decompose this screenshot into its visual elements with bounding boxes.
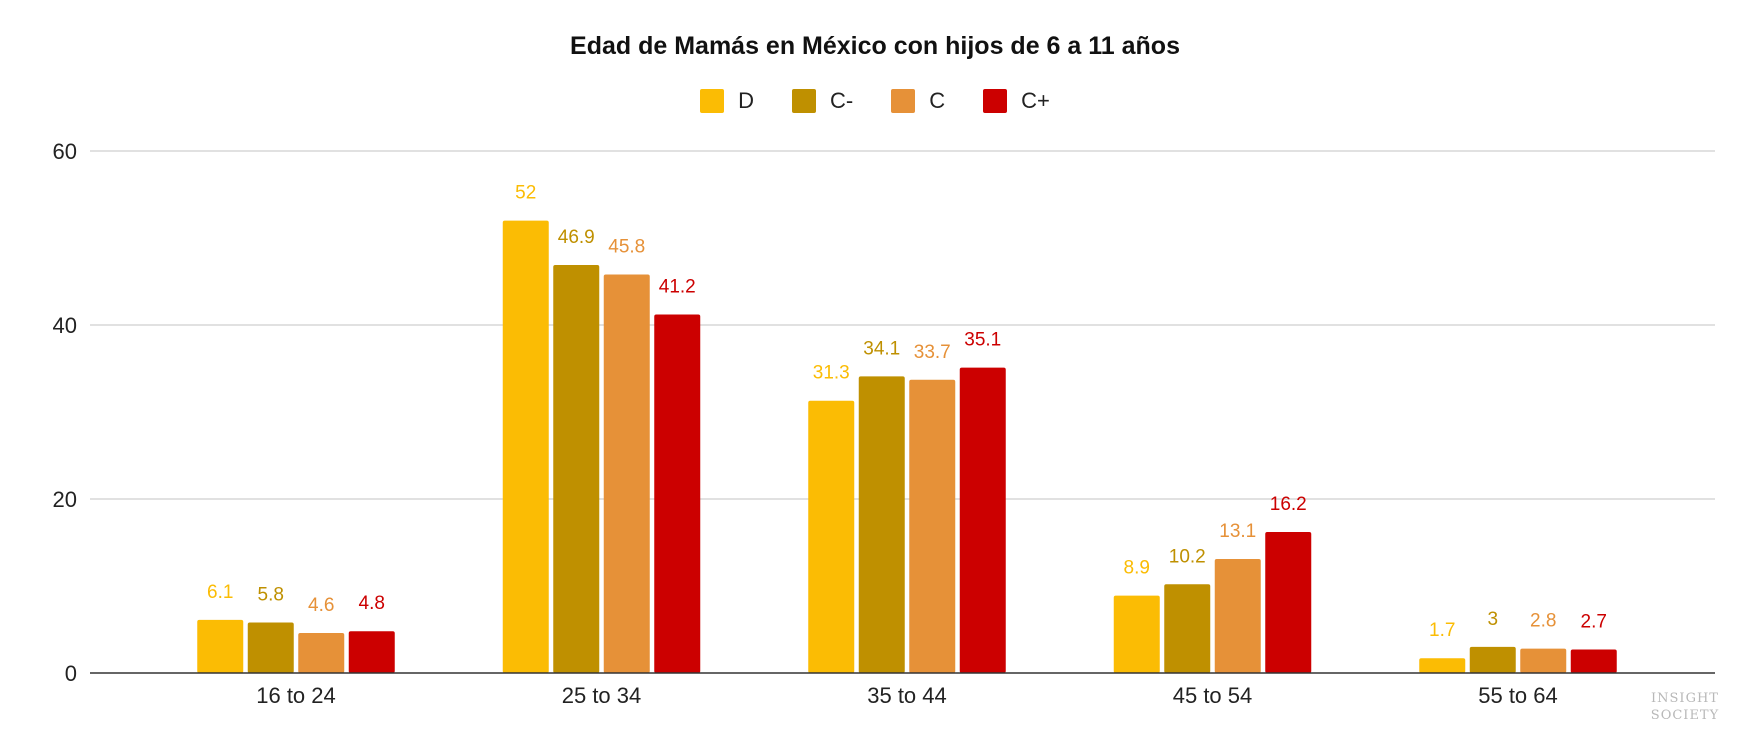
data-label: 35.1 [964, 330, 1001, 351]
data-label: 52 [515, 183, 536, 204]
data-label: 4.6 [308, 595, 334, 616]
bar [1113, 595, 1160, 673]
data-label: 8.9 [1124, 558, 1150, 579]
legend-swatch [983, 89, 1008, 113]
bar [1520, 648, 1567, 673]
data-label: 10.2 [1169, 546, 1206, 567]
bar [603, 274, 650, 673]
y-tick-label: 20 [53, 487, 77, 512]
legend-swatch [700, 89, 725, 113]
data-label: 2.7 [1581, 612, 1607, 633]
bar [858, 376, 905, 673]
data-label: 4.8 [359, 593, 385, 614]
x-tick-label: 16 to 24 [256, 683, 336, 708]
legend-label: D [738, 88, 755, 113]
data-label: 46.9 [558, 227, 595, 248]
data-label: 3 [1487, 609, 1498, 630]
data-label: 13.1 [1219, 521, 1256, 542]
data-label: 1.7 [1429, 620, 1455, 641]
data-label: 31.3 [813, 363, 850, 384]
bar [1570, 649, 1617, 673]
chart-title: Edad de Mamás en México con hijos de 6 a… [570, 32, 1180, 60]
legend-swatch [792, 89, 817, 113]
bar [502, 220, 549, 673]
bar [1214, 559, 1261, 673]
x-tick-label: 25 to 34 [562, 683, 642, 708]
data-labels: 6.1 5.8 4.6 4.8 52 46.9 45.8 41.2 31.3 34.1 33.7 35… [207, 183, 1607, 642]
bar [553, 264, 600, 673]
legend-item: D [700, 88, 754, 114]
data-label: 2.8 [1530, 611, 1556, 632]
bar [298, 632, 345, 673]
data-label: 45.8 [608, 237, 645, 258]
bar [909, 379, 956, 673]
legend-item: C [891, 88, 945, 114]
bar [808, 400, 855, 673]
bar [1164, 584, 1211, 673]
chart-legend: D C- C C+ [0, 88, 1750, 114]
bar [1265, 532, 1312, 673]
x-tick-label: 55 to 64 [1478, 683, 1558, 708]
legend-swatch [891, 89, 916, 113]
legend-item: C+ [983, 88, 1050, 114]
y-tick-label: 0 [65, 661, 77, 686]
legend-label: C [929, 88, 946, 113]
watermark-line-2: SOCIETY [1650, 708, 1720, 723]
bars [197, 220, 1617, 673]
legend-label: C+ [1021, 88, 1050, 113]
data-label: 16.2 [1270, 494, 1307, 515]
axes: 0 20 40 60 16 to 24 25 to 34 35 to 44 45 to 54 5… [53, 139, 1715, 708]
bar [1419, 658, 1466, 673]
bar [348, 631, 395, 673]
bar [654, 314, 701, 673]
data-label: 33.7 [914, 342, 951, 363]
data-label: 41.2 [659, 277, 696, 298]
legend-item: C- [792, 88, 853, 114]
data-label: 6.1 [207, 582, 233, 603]
data-label: 5.8 [258, 585, 284, 606]
watermark-logo: INSIGHT SOCIETY [1640, 690, 1730, 724]
bar [1469, 646, 1516, 673]
watermark-line-1: INSIGHT [1651, 691, 1719, 706]
bar [197, 619, 244, 673]
y-tick-label: 60 [53, 139, 77, 164]
x-tick-label: 45 to 54 [1173, 683, 1253, 708]
y-tick-label: 40 [53, 313, 77, 338]
data-label: 34.1 [863, 338, 900, 359]
x-tick-label: 35 to 44 [867, 683, 947, 708]
bar [959, 367, 1006, 673]
bar [247, 622, 294, 673]
legend-label: C- [830, 88, 854, 113]
